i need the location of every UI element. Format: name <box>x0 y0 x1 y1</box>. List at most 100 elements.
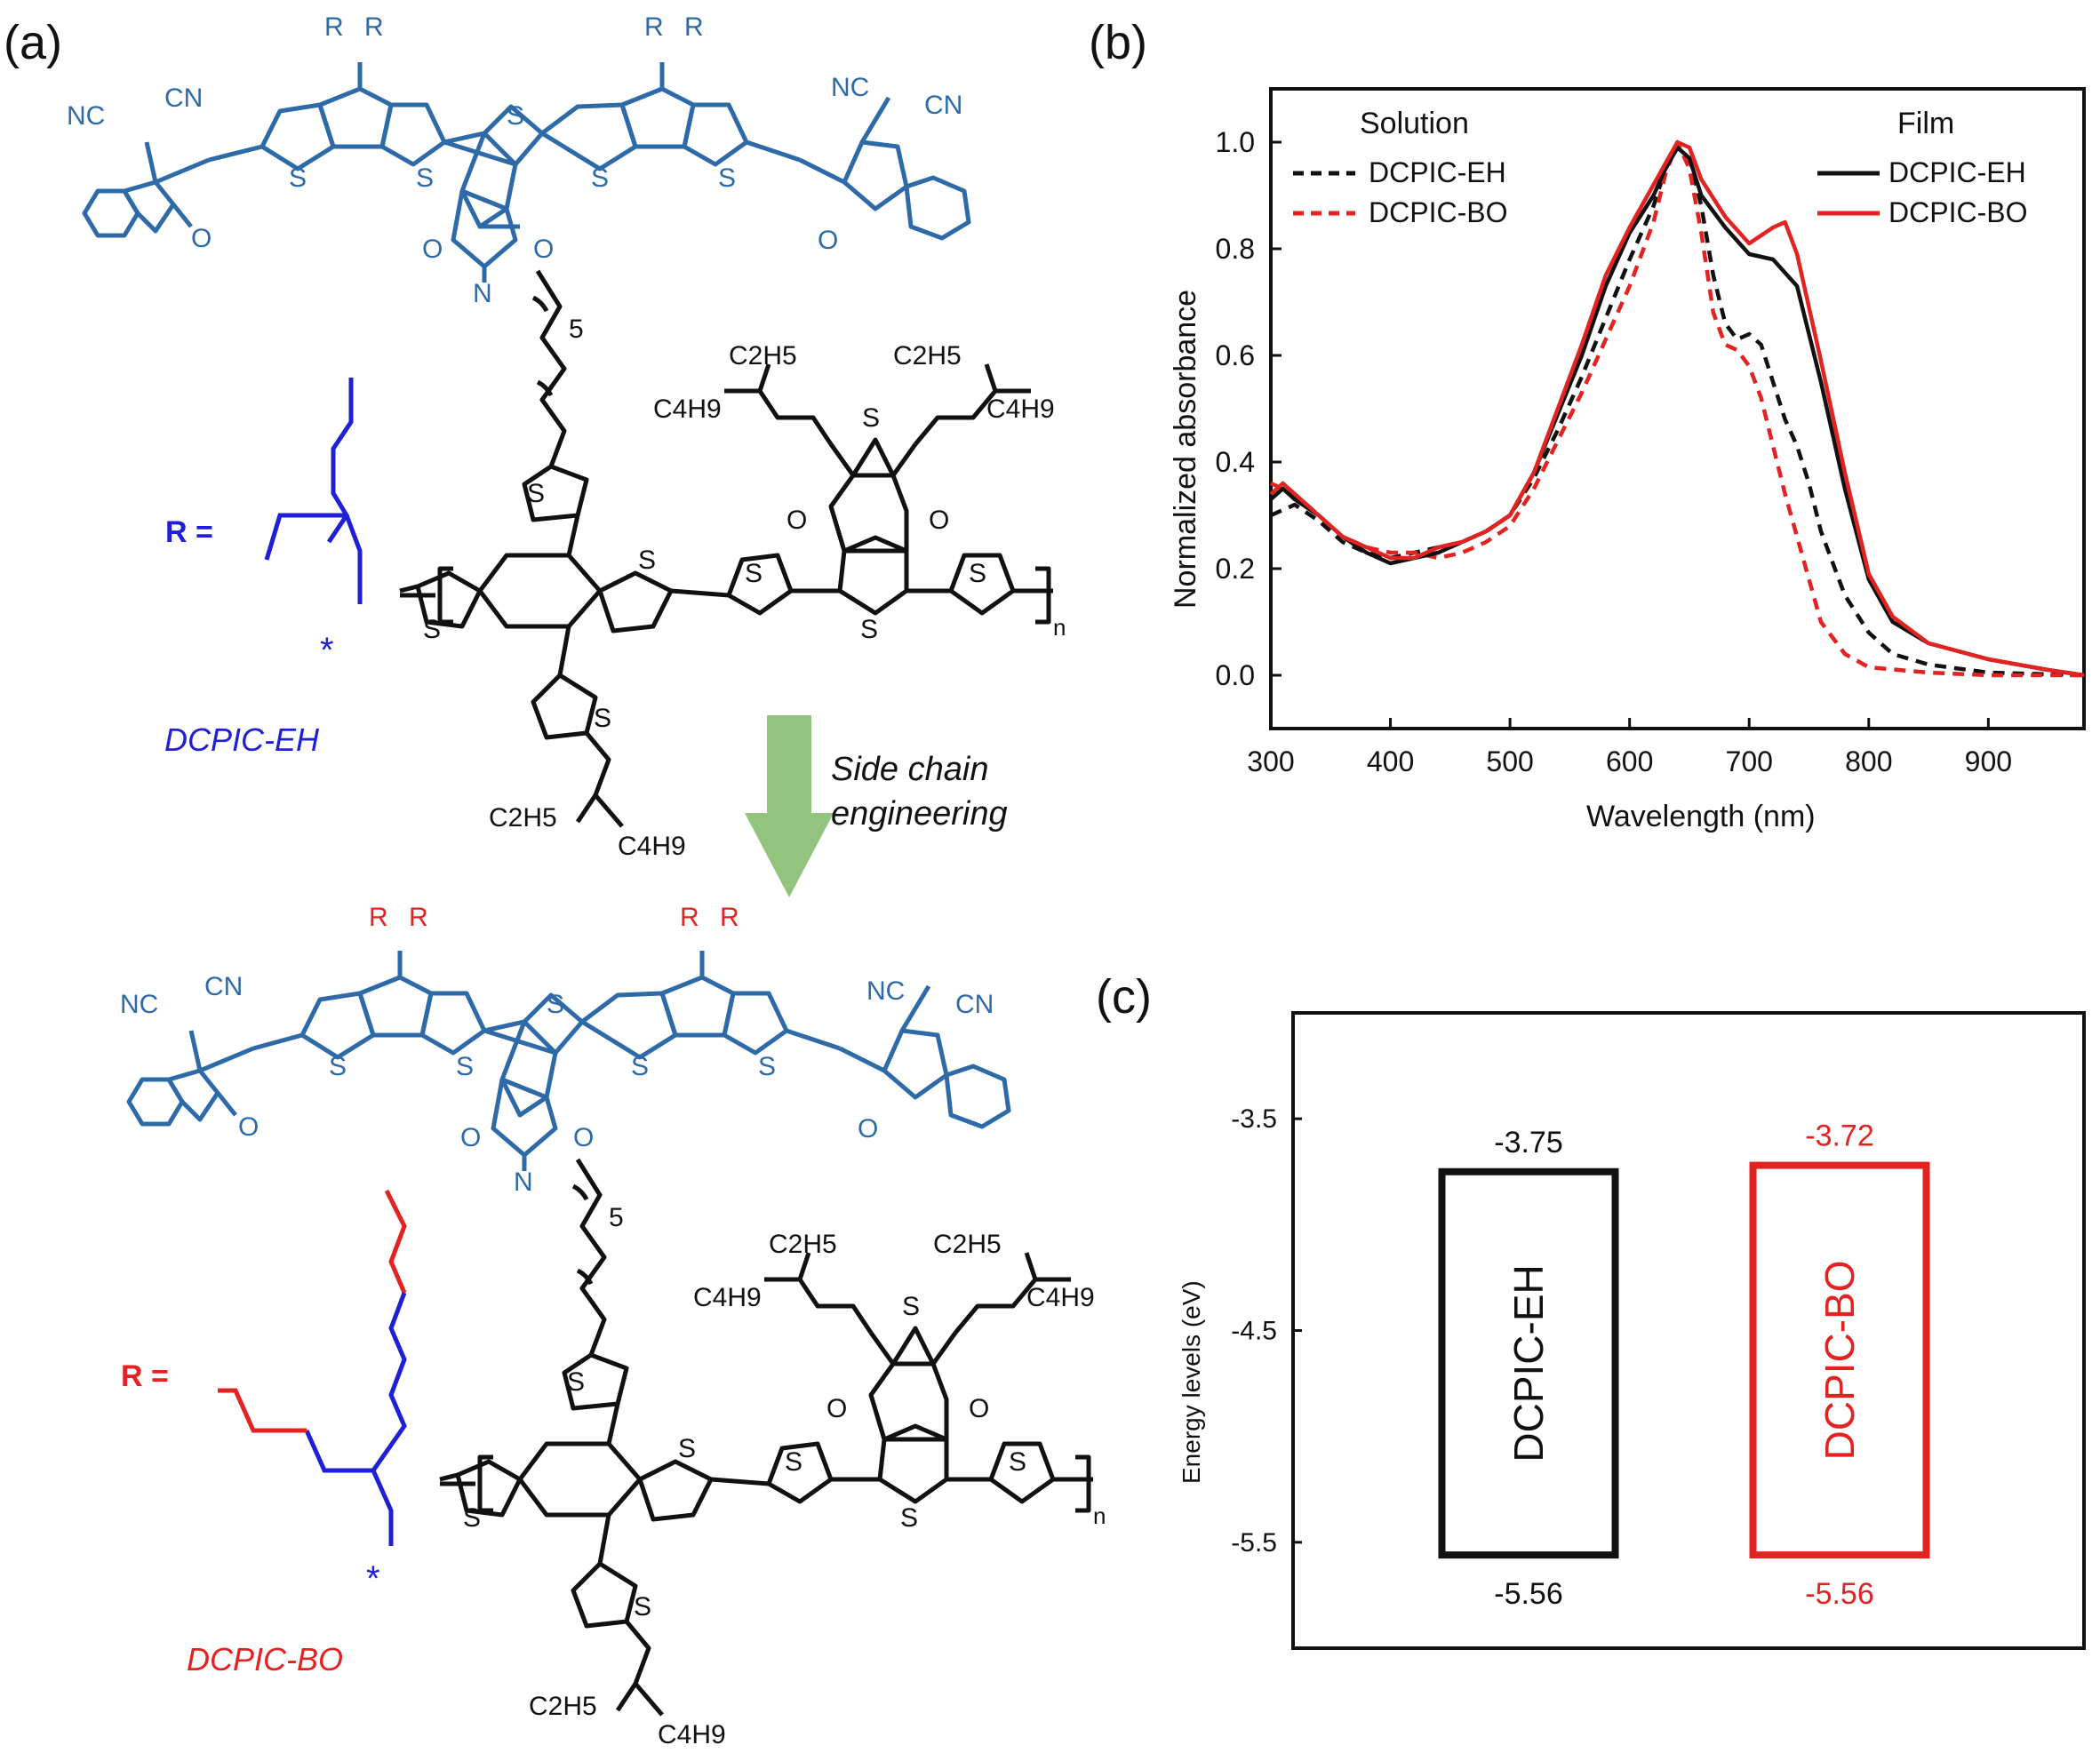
label-c2h5: C2H5 <box>529 1692 597 1721</box>
x-tick-label: 800 <box>1845 745 1892 777</box>
label-r-red: R <box>369 903 388 932</box>
legend-label-solution-bo: DCPIC-BO <box>1369 196 1507 228</box>
r-equals-label: R = <box>165 515 213 549</box>
label-s: S <box>1009 1447 1026 1477</box>
label-nc: NC <box>866 976 905 1006</box>
label-o: O <box>858 1114 878 1143</box>
label-five: 5 <box>609 1203 624 1232</box>
label-n-sub: n <box>1053 614 1066 641</box>
arrow-label-line2: engineering <box>831 795 1008 833</box>
panel-label-a: (a) <box>4 16 62 69</box>
y-tick-label: 0.0 <box>1216 659 1255 691</box>
y-tick-label: 0.4 <box>1216 446 1255 478</box>
y-axis-label: Normalized absorbance <box>1169 290 1202 609</box>
label-n-sub: n <box>1093 1502 1106 1529</box>
label-s: S <box>785 1447 802 1477</box>
label-s: S <box>860 615 878 644</box>
label-nc: NC <box>120 990 158 1019</box>
label-s: S <box>594 704 611 733</box>
x-tick-label: 700 <box>1726 745 1773 777</box>
label-c4h9: C4H9 <box>1026 1283 1095 1312</box>
label-c4h9: C4H9 <box>653 394 722 424</box>
label-c2h5: C2H5 <box>489 803 557 833</box>
label-r-red: R <box>680 903 699 932</box>
y-tick-label: 1.0 <box>1216 126 1255 158</box>
homo-label: -5.56 <box>1494 1577 1563 1611</box>
label-s: S <box>902 1292 920 1321</box>
label-nc: NC <box>67 101 105 131</box>
panel-label-b: (b) <box>1089 16 1147 69</box>
y-axis-label-c: Energy levels (eV) <box>1178 1280 1205 1484</box>
x-tick-label: 500 <box>1486 745 1533 777</box>
attachment-star: * <box>320 631 334 670</box>
label-s: S <box>745 559 763 588</box>
label-s: S <box>423 615 441 644</box>
label-o: O <box>460 1123 481 1152</box>
name-dcpic-eh: DCPIC-EH <box>164 721 320 758</box>
lumo-label: -3.75 <box>1494 1126 1563 1159</box>
category-label: DCPIC-EH <box>1505 1264 1552 1462</box>
x-tick-label: 900 <box>1965 745 2012 777</box>
series-line-film-dcpic-bo <box>1269 139 2085 678</box>
label-nc: NC <box>831 73 869 102</box>
label-o: O <box>929 506 949 535</box>
arrow-head <box>745 813 834 897</box>
r-equals-label-bo: R = <box>121 1359 169 1393</box>
y-tick-label: 0.6 <box>1216 339 1255 371</box>
label-s: S <box>969 559 986 588</box>
label-cn: CN <box>204 972 243 1001</box>
label-n: N <box>514 1167 533 1197</box>
legend-label-solution-eh: DCPIC-EH <box>1369 156 1506 188</box>
label-c2h5: C2H5 <box>893 341 962 371</box>
plot-frame-c <box>1291 1011 2086 1650</box>
arrow-label-line1: Side chain <box>831 751 988 788</box>
y-tick-label-c: -3.5 <box>1231 1104 1277 1134</box>
label-r-red: R <box>409 903 428 932</box>
label-s: S <box>456 1052 474 1081</box>
label-s: S <box>638 546 656 575</box>
label-s: S <box>527 479 545 508</box>
label-c4h9: C4H9 <box>658 1720 726 1749</box>
energy-box-dcpic-bo <box>1749 1161 1930 1559</box>
label-cn: CN <box>955 990 994 1019</box>
energy-level-chart: -3.5 -4.5 -5.5 -3.75 -5.56 DCPIC-EH -3.72 -5.5… <box>1178 1011 2086 1650</box>
label-n: N <box>473 279 492 308</box>
label-c4h9: C4H9 <box>986 394 1055 424</box>
y-tick-label-c: -4.5 <box>1231 1317 1277 1346</box>
label-s: S <box>567 1367 585 1397</box>
label-o: O <box>422 235 443 264</box>
y-tick-label: 0.8 <box>1216 233 1255 265</box>
plot-frame <box>1269 87 2086 730</box>
legend-title-film: Film <box>1897 107 1954 140</box>
label-c2h5: C2H5 <box>933 1230 1002 1259</box>
label-five: 5 <box>569 315 584 344</box>
attachment-star-bo: * <box>366 1559 380 1598</box>
label-o: O <box>533 235 554 264</box>
label-s: S <box>862 403 880 433</box>
label-r: R <box>364 12 384 42</box>
label-s: S <box>718 163 736 193</box>
structure-dcpic-eh: NC CN O S S S O O N S S O NC CN R R R R … <box>67 12 1066 861</box>
label-s: S <box>758 1052 776 1081</box>
label-s: S <box>416 163 434 193</box>
label-s: S <box>634 1592 651 1622</box>
panel-label-c: (c) <box>1096 970 1152 1024</box>
label-cn: CN <box>924 91 962 120</box>
label-o: O <box>787 506 807 535</box>
label-s: S <box>678 1434 696 1463</box>
label-r: R <box>644 12 664 42</box>
label-c2h5: C2H5 <box>769 1230 837 1259</box>
arrow-shaft <box>767 715 811 813</box>
label-o: O <box>191 224 212 253</box>
label-s: S <box>463 1503 481 1533</box>
legend-label-film-eh: DCPIC-EH <box>1888 156 2026 188</box>
label-o: O <box>238 1112 259 1142</box>
y-tick-label: 0.2 <box>1216 553 1255 585</box>
label-c4h9: C4H9 <box>618 832 686 861</box>
x-tick-label: 300 <box>1247 745 1294 777</box>
legend-label-film-bo: DCPIC-BO <box>1888 196 2027 228</box>
x-tick-label: 400 <box>1367 745 1414 777</box>
energy-box-dcpic-eh <box>1438 1167 1619 1559</box>
label-o: O <box>969 1394 989 1423</box>
